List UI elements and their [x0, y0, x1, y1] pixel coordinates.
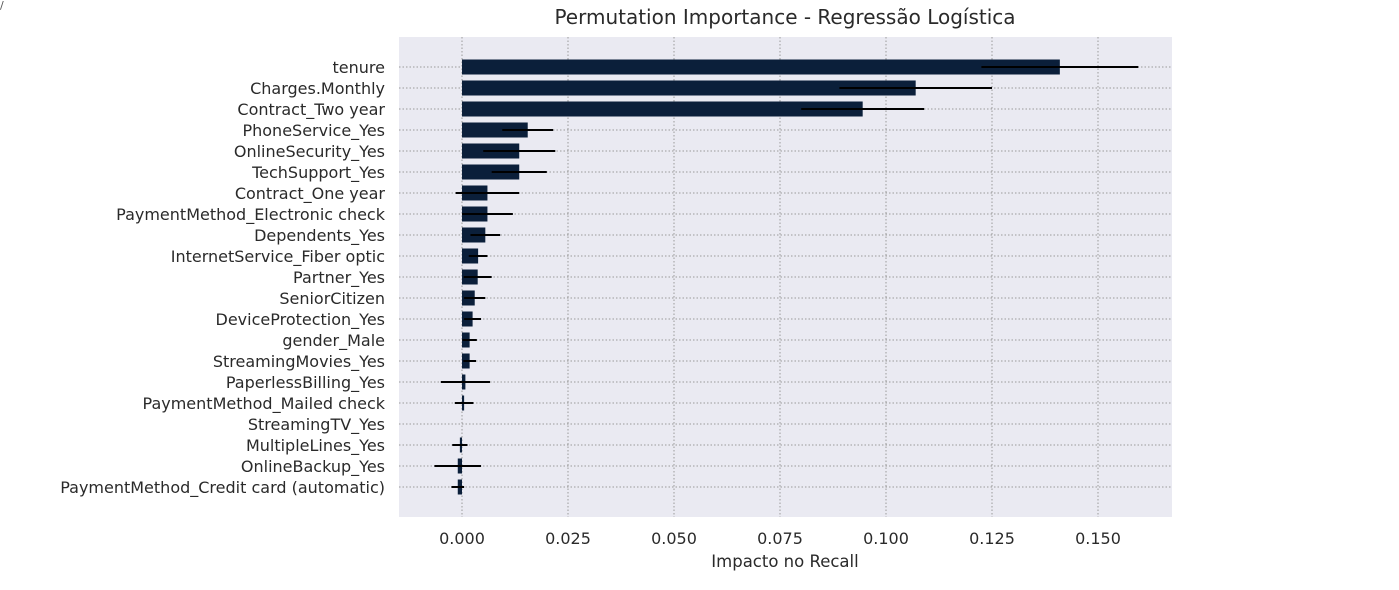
bar-3: [462, 122, 528, 138]
y-tick-label-10: Partner_Yes: [293, 268, 385, 288]
y-tick-label-2: Contract_Two year: [237, 100, 385, 120]
y-tick-label-17: StreamingTV_Yes: [248, 415, 385, 435]
y-tick-label-13: gender_Male: [282, 331, 385, 351]
y-tick-label-20: PaymentMethod_Credit card (automatic): [60, 478, 385, 498]
y-tick-label-19: OnlineBackup_Yes: [241, 457, 385, 477]
y-tick-label-4: OnlineSecurity_Yes: [234, 142, 385, 162]
bars: [457, 59, 1060, 495]
x-axis-label: Impacto no Recall: [711, 552, 858, 571]
x-tick-label-0: 0.000: [439, 529, 485, 548]
y-tick-label-16: PaymentMethod_Mailed check: [143, 394, 386, 414]
x-tick-label-6: 0.150: [1075, 529, 1121, 548]
y-tick-label-15: PaperlessBilling_Yes: [226, 373, 385, 393]
x-tick-label-3: 0.075: [757, 529, 803, 548]
y-tick-label-7: PaymentMethod_Electronic check: [116, 205, 386, 225]
cell-output-marker: /: [0, 0, 4, 12]
y-tick-label-9: InternetService_Fiber optic: [171, 247, 385, 267]
bar-1: [462, 80, 916, 96]
y-tick-label-12: DeviceProtection_Yes: [216, 310, 386, 330]
y-tick-labels: tenure Charges.Monthly Contract_Two yearPh…: [60, 58, 386, 498]
x-tick-label-4: 0.100: [863, 529, 909, 548]
x-tick-label-1: 0.025: [545, 529, 591, 548]
error-bars: [434, 66, 1139, 488]
y-tick-label-18: MultipleLines_Yes: [246, 436, 385, 456]
chart-title: Permutation Importance - Regressão Logís…: [554, 5, 1015, 29]
gridlines: [399, 37, 1172, 517]
bar-2: [462, 101, 863, 117]
bar-5: [462, 164, 520, 180]
x-tick-label-2: 0.050: [651, 529, 697, 548]
y-tick-label-11: SeniorCitizen: [279, 289, 385, 308]
x-tick-label-5: 0.125: [969, 529, 1015, 548]
y-tick-label-14: StreamingMovies_Yes: [213, 352, 385, 372]
y-tick-label-8: Dependents_Yes: [254, 226, 385, 246]
bar-0: [462, 59, 1060, 75]
y-tick-label-5: TechSupport_Yes: [251, 163, 385, 183]
x-tick-labels: 0.000 0.025 0.050 0.075 0.100 0.125 0.150: [439, 529, 1121, 548]
y-tick-label-3: PhoneService_Yes: [242, 121, 385, 141]
y-tick-label-6: Contract_One year: [235, 184, 386, 204]
y-tick-label-0: tenure: [333, 58, 385, 77]
y-tick-label-1: Charges.Monthly: [250, 79, 385, 98]
